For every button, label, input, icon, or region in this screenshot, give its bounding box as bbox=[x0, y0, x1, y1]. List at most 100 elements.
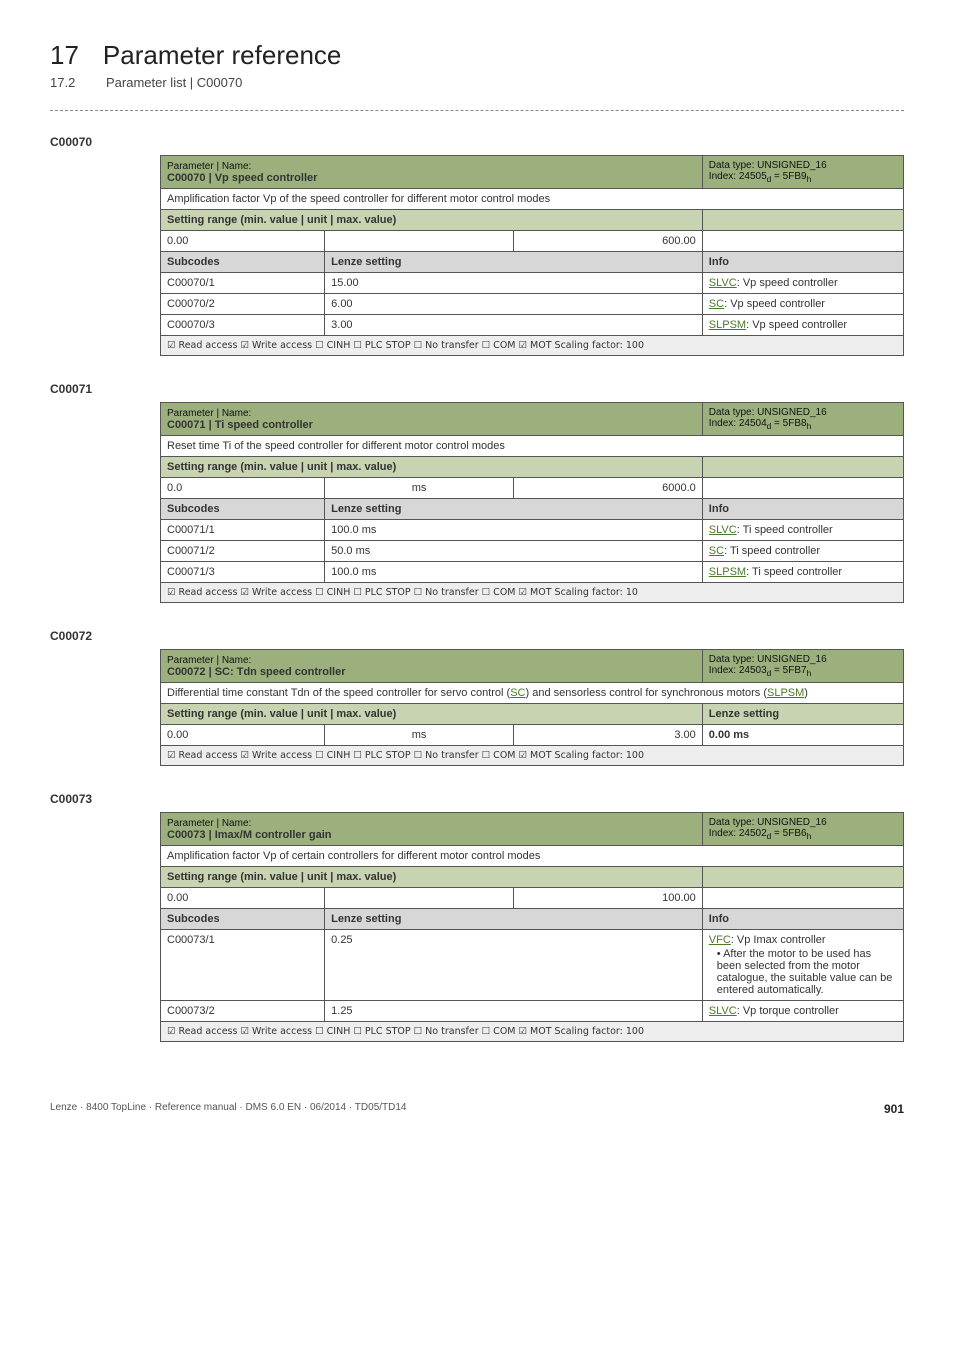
range-unit: ms bbox=[325, 478, 514, 499]
range-min: 0.00 bbox=[161, 725, 325, 746]
table-row: C00073/1 bbox=[161, 930, 325, 1001]
table-row: 6.00 bbox=[325, 294, 703, 315]
access-flags: ☑ Read access ☑ Write access ☐ CINH ☐ PL… bbox=[161, 1022, 904, 1042]
param-name: C00071 | Ti speed controller bbox=[167, 419, 313, 431]
col-subcodes: Subcodes bbox=[161, 499, 325, 520]
table-row: 3.00 bbox=[325, 315, 703, 336]
param-description: Reset time Ti of the speed controller fo… bbox=[161, 436, 904, 457]
param-description: Amplification factor Vp of the speed con… bbox=[161, 189, 904, 210]
link-slvc[interactable]: SLVC bbox=[709, 1005, 737, 1017]
section-title: Parameter list | C00070 bbox=[106, 75, 242, 90]
setting-range-label: Setting range (min. value | unit | max. … bbox=[161, 867, 703, 888]
access-flags: ☑ Read access ☑ Write access ☐ CINH ☐ PL… bbox=[161, 336, 904, 356]
col-lenze: Lenze setting bbox=[325, 499, 703, 520]
link-slvc[interactable]: SLVC bbox=[709, 524, 737, 536]
table-row: SLVC: Vp speed controller bbox=[702, 273, 903, 294]
table-row: SC: Vp speed controller bbox=[702, 294, 903, 315]
param-table-c00072: Parameter | Name: C00072 | SC: Tdn speed… bbox=[160, 649, 904, 766]
access-flags: ☑ Read access ☑ Write access ☐ CINH ☐ PL… bbox=[161, 746, 904, 766]
table-row: 15.00 bbox=[325, 273, 703, 294]
chapter-number: 17 bbox=[50, 40, 79, 71]
datatype: Data type: UNSIGNED_16 bbox=[709, 407, 827, 418]
datatype: Data type: UNSIGNED_16 bbox=[709, 160, 827, 171]
table-row: C00071/3 bbox=[161, 562, 325, 583]
datatype: Data type: UNSIGNED_16 bbox=[709, 817, 827, 828]
link-sc[interactable]: SC bbox=[709, 298, 724, 310]
setting-range-label: Setting range (min. value | unit | max. … bbox=[161, 210, 703, 231]
param-name-label: Parameter | Name: bbox=[167, 818, 251, 829]
table-row: 100.0 ms bbox=[325, 520, 703, 541]
table-row: SLPSM: Vp speed controller bbox=[702, 315, 903, 336]
lenze-value: 0.00 ms bbox=[702, 725, 903, 746]
range-max: 3.00 bbox=[513, 725, 702, 746]
range-max: 6000.0 bbox=[513, 478, 702, 499]
index: Index: 24502d = 5FB6h bbox=[709, 828, 811, 839]
access-flags: ☑ Read access ☑ Write access ☐ CINH ☐ PL… bbox=[161, 583, 904, 603]
table-row: SC: Ti speed controller bbox=[702, 541, 903, 562]
param-id-c00071: C00071 bbox=[50, 382, 160, 396]
col-info: Info bbox=[702, 499, 903, 520]
page-number: 901 bbox=[884, 1102, 904, 1116]
range-unit bbox=[325, 231, 514, 252]
table-row: C00071/1 bbox=[161, 520, 325, 541]
table-row: 1.25 bbox=[325, 1001, 703, 1022]
table-row: C00073/2 bbox=[161, 1001, 325, 1022]
table-row: 0.25 bbox=[325, 930, 703, 1001]
table-row: SLPSM: Ti speed controller bbox=[702, 562, 903, 583]
col-info: Info bbox=[702, 252, 903, 273]
param-name: C00072 | SC: Tdn speed controller bbox=[167, 666, 346, 678]
link-sc[interactable]: SC bbox=[510, 687, 525, 699]
divider bbox=[50, 110, 904, 111]
table-row: 100.0 ms bbox=[325, 562, 703, 583]
link-slvc[interactable]: SLVC bbox=[709, 277, 737, 289]
table-row: C00070/3 bbox=[161, 315, 325, 336]
col-lenze: Lenze setting bbox=[325, 909, 703, 930]
col-info: Info bbox=[702, 909, 903, 930]
footer-left: Lenze · 8400 TopLine · Reference manual … bbox=[50, 1102, 407, 1116]
index: Index: 24503d = 5FB7h bbox=[709, 665, 811, 676]
link-slpsm[interactable]: SLPSM bbox=[709, 319, 746, 331]
index: Index: 24504d = 5FB8h bbox=[709, 418, 811, 429]
link-vfc[interactable]: VFC bbox=[709, 934, 731, 946]
param-id-c00070: C00070 bbox=[50, 135, 160, 149]
table-row: C00071/2 bbox=[161, 541, 325, 562]
table-row: VFC: Vp Imax controller • After the moto… bbox=[702, 930, 903, 1001]
range-max: 600.00 bbox=[513, 231, 702, 252]
param-table-c00071: Parameter | Name: C00071 | Ti speed cont… bbox=[160, 402, 904, 603]
col-subcodes: Subcodes bbox=[161, 909, 325, 930]
datatype: Data type: UNSIGNED_16 bbox=[709, 654, 827, 665]
lenze-setting-label: Lenze setting bbox=[702, 704, 903, 725]
table-row: C00070/2 bbox=[161, 294, 325, 315]
param-name: C00070 | Vp speed controller bbox=[167, 172, 317, 184]
range-min: 0.0 bbox=[161, 478, 325, 499]
range-unit bbox=[325, 888, 514, 909]
param-name: C00073 | Imax/M controller gain bbox=[167, 829, 331, 841]
param-table-c00073: Parameter | Name: C00073 | Imax/M contro… bbox=[160, 812, 904, 1042]
param-table-c00070: Parameter | Name: C00070 | Vp speed cont… bbox=[160, 155, 904, 356]
range-min: 0.00 bbox=[161, 231, 325, 252]
link-slpsm[interactable]: SLPSM bbox=[709, 566, 746, 578]
index: Index: 24505d = 5FB9h bbox=[709, 171, 811, 182]
param-description: Amplification factor Vp of certain contr… bbox=[161, 846, 904, 867]
setting-range-label: Setting range (min. value | unit | max. … bbox=[161, 704, 703, 725]
param-name-label: Parameter | Name: bbox=[167, 408, 251, 419]
setting-range-label: Setting range (min. value | unit | max. … bbox=[161, 457, 703, 478]
chapter-title: Parameter reference bbox=[103, 40, 341, 71]
col-subcodes: Subcodes bbox=[161, 252, 325, 273]
col-lenze: Lenze setting bbox=[325, 252, 703, 273]
section-number: 17.2 bbox=[50, 75, 82, 90]
param-id-c00072: C00072 bbox=[50, 629, 160, 643]
param-name-label: Parameter | Name: bbox=[167, 161, 251, 172]
table-row: SLVC: Ti speed controller bbox=[702, 520, 903, 541]
range-min: 0.00 bbox=[161, 888, 325, 909]
link-sc[interactable]: SC bbox=[709, 545, 724, 557]
param-name-label: Parameter | Name: bbox=[167, 655, 251, 666]
param-id-c00073: C00073 bbox=[50, 792, 160, 806]
link-slpsm[interactable]: SLPSM bbox=[767, 687, 804, 699]
range-max: 100.00 bbox=[513, 888, 702, 909]
param-description: Differential time constant Tdn of the sp… bbox=[161, 683, 904, 704]
table-row: SLVC: Vp torque controller bbox=[702, 1001, 903, 1022]
range-unit: ms bbox=[325, 725, 514, 746]
table-row: 50.0 ms bbox=[325, 541, 703, 562]
bullet-note: • After the motor to be used has been se… bbox=[709, 948, 897, 996]
